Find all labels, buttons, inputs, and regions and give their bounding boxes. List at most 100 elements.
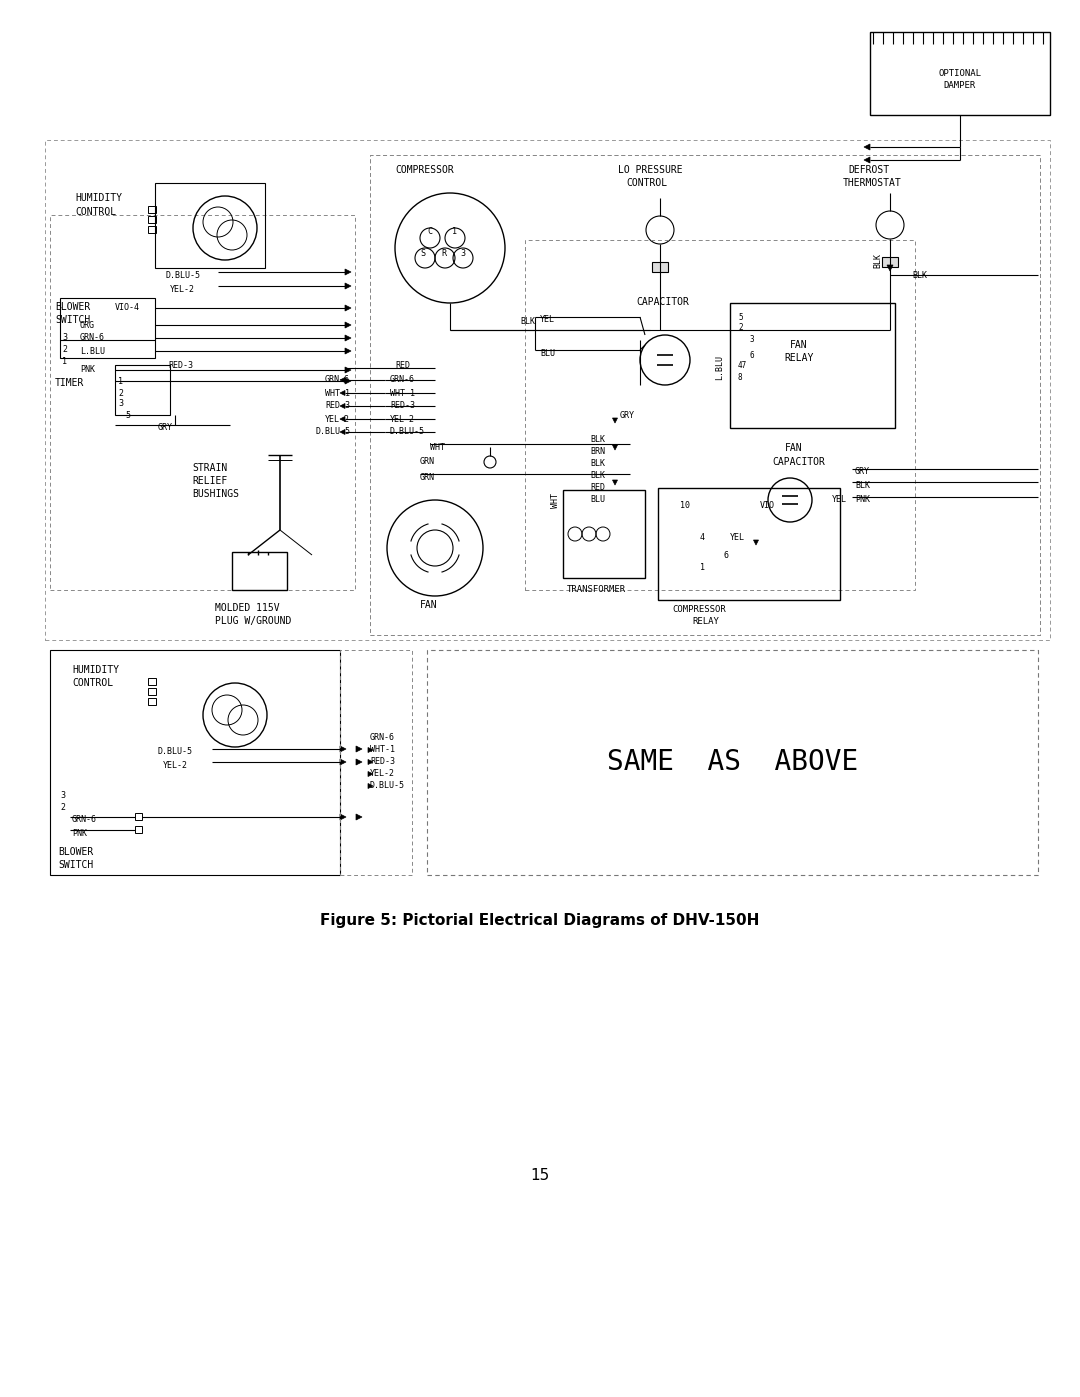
Text: GRN-6: GRN-6 [72, 816, 97, 824]
Text: GRN: GRN [420, 472, 435, 482]
Polygon shape [356, 814, 362, 820]
Text: 47: 47 [738, 360, 747, 369]
Text: R: R [441, 249, 446, 257]
Bar [427, 650, 1038, 875]
Bar [148, 678, 156, 685]
Bar [148, 205, 156, 212]
Text: 1: 1 [700, 563, 705, 573]
Polygon shape [345, 335, 351, 341]
Bar [50, 650, 340, 875]
Text: YEL-2: YEL-2 [325, 415, 350, 423]
Text: RED: RED [395, 362, 410, 370]
Polygon shape [864, 144, 870, 149]
Text: 10: 10 [680, 502, 690, 510]
Text: 2: 2 [60, 803, 65, 813]
Text: YEL-2: YEL-2 [370, 770, 395, 778]
Text: PNK: PNK [855, 496, 870, 504]
Text: GRN: GRN [420, 457, 435, 467]
Text: MOLDED 115V: MOLDED 115V [215, 604, 280, 613]
Text: YEL-2: YEL-2 [163, 760, 188, 770]
Bar [730, 303, 895, 427]
Text: RED-3: RED-3 [168, 360, 193, 369]
Polygon shape [612, 446, 618, 450]
Text: GRN-6: GRN-6 [370, 733, 395, 742]
Text: 1: 1 [453, 226, 457, 236]
Bar [50, 215, 355, 590]
Polygon shape [356, 759, 362, 766]
Polygon shape [345, 270, 351, 275]
Text: GRN-6: GRN-6 [325, 376, 350, 384]
Text: BLOWER: BLOWER [58, 847, 93, 856]
Polygon shape [887, 265, 893, 271]
Text: BLK: BLK [590, 472, 605, 481]
Text: YEL: YEL [730, 534, 745, 542]
Text: FAN: FAN [789, 339, 808, 351]
Text: RED: RED [590, 483, 605, 493]
Polygon shape [345, 367, 351, 373]
Bar [525, 240, 915, 590]
Text: GRN-6: GRN-6 [80, 334, 105, 342]
Text: 2: 2 [738, 324, 743, 332]
Text: 5: 5 [738, 313, 743, 323]
Polygon shape [345, 284, 351, 289]
Text: 5: 5 [125, 412, 130, 420]
Text: YEL: YEL [832, 496, 847, 504]
Text: Figure 5: Pictorial Electrical Diagrams of DHV-150H: Figure 5: Pictorial Electrical Diagrams … [321, 912, 759, 928]
Text: 6: 6 [750, 351, 755, 359]
Bar [563, 490, 645, 578]
Text: S: S [420, 249, 426, 257]
Text: HUMIDITY: HUMIDITY [72, 665, 119, 675]
Text: BLU: BLU [590, 496, 605, 504]
Text: BLK: BLK [912, 271, 927, 279]
Polygon shape [345, 379, 351, 384]
Text: WHT-1: WHT-1 [325, 388, 350, 398]
Bar [135, 826, 141, 833]
Bar [870, 32, 1050, 115]
Bar [156, 183, 265, 268]
Text: BLK: BLK [519, 317, 535, 327]
Text: CONTROL: CONTROL [75, 207, 117, 217]
Text: RED-3: RED-3 [390, 401, 415, 411]
Text: WHT: WHT [552, 493, 561, 509]
Polygon shape [368, 760, 373, 764]
Text: 2: 2 [118, 388, 123, 398]
Text: LO PRESSURE: LO PRESSURE [618, 165, 683, 175]
Bar [370, 155, 1040, 636]
Text: CONTROL: CONTROL [626, 177, 667, 189]
Text: 1: 1 [62, 356, 67, 366]
Text: 3: 3 [60, 791, 65, 799]
Polygon shape [368, 784, 373, 788]
Text: WHT: WHT [430, 443, 445, 451]
Text: SWITCH: SWITCH [58, 861, 93, 870]
Text: BLU: BLU [540, 348, 555, 358]
Text: L.BLU: L.BLU [715, 355, 725, 380]
Text: 8: 8 [738, 373, 743, 383]
Text: SWITCH: SWITCH [55, 314, 91, 326]
Bar [148, 217, 156, 224]
Text: DEFROST: DEFROST [848, 165, 889, 175]
Text: DAMPER: DAMPER [944, 81, 976, 91]
Text: 3: 3 [750, 335, 755, 345]
Text: WHT-1: WHT-1 [390, 388, 415, 398]
Bar [882, 257, 897, 267]
Text: L.BLU: L.BLU [80, 346, 105, 355]
Text: COMPRESSOR: COMPRESSOR [672, 605, 726, 615]
Bar [60, 298, 156, 358]
Text: 1: 1 [118, 377, 123, 387]
Text: FAN: FAN [420, 599, 437, 610]
Text: RELIEF: RELIEF [192, 476, 227, 486]
Polygon shape [340, 746, 346, 752]
Text: BLK: BLK [590, 460, 605, 468]
Text: D.BLU-5: D.BLU-5 [165, 271, 200, 279]
Text: STRAIN: STRAIN [192, 462, 227, 474]
Bar [148, 687, 156, 694]
Text: GRN-6: GRN-6 [390, 376, 415, 384]
Text: BRN: BRN [590, 447, 605, 457]
Text: YEL: YEL [540, 314, 555, 324]
Polygon shape [368, 771, 373, 777]
Text: GRY: GRY [158, 422, 173, 432]
Bar [148, 226, 156, 233]
Polygon shape [356, 746, 362, 752]
Bar [658, 488, 840, 599]
Text: FAN: FAN [785, 443, 802, 453]
